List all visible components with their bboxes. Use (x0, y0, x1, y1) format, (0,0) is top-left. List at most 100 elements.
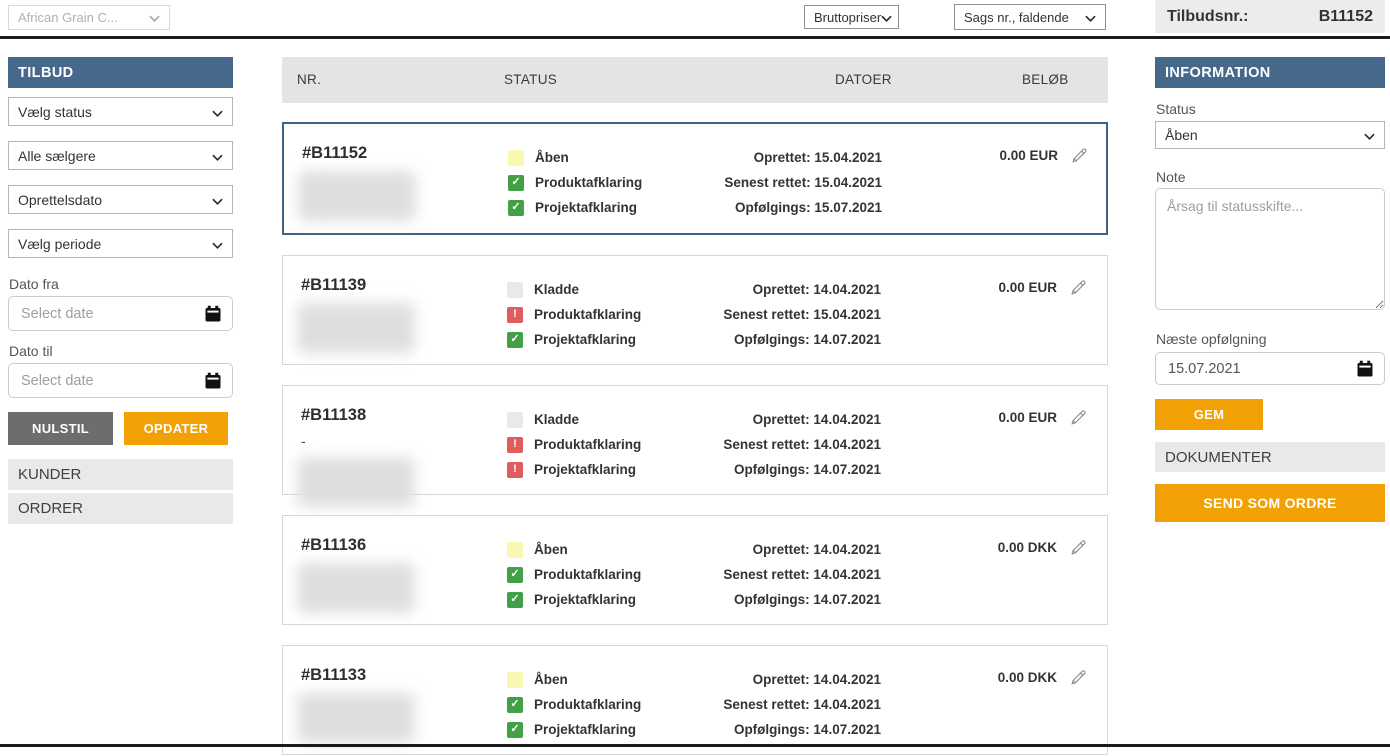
status-yellow-icon (507, 541, 523, 558)
send-as-order-button[interactable]: SEND SOM ORDRE (1155, 484, 1385, 522)
edit-pencil-icon[interactable] (1069, 538, 1088, 557)
customer-name-redacted (297, 303, 415, 353)
sort-select[interactable]: Sags nr., faldende (954, 4, 1106, 30)
date-line: Oprettet: 14.04.2021 (752, 542, 881, 557)
chevron-down-icon (212, 192, 223, 208)
documents-label: DOKUMENTER (1165, 448, 1272, 466)
save-button[interactable]: GEM (1155, 399, 1263, 430)
tilbud-number: #B11138 (301, 406, 367, 424)
date-line: Opfølgings: 14.07.2021 (733, 332, 881, 347)
status-list: Åben ✓ Produktafklaring ✓ Projektafklaring (508, 145, 642, 220)
date-to-input[interactable] (9, 364, 232, 397)
chevron-down-icon (881, 10, 892, 25)
row-left-column: #B11138 - (297, 406, 415, 507)
price-mode-value: Bruttopriser (814, 9, 882, 25)
company-select[interactable]: African Grain C... (8, 5, 170, 30)
date-line: Oprettet: 15.04.2021 (753, 150, 882, 165)
status-yellow-icon (508, 149, 524, 166)
tilbud-list: #B11152 Åben ✓ Produktafklaring ✓ Projektafk… (282, 122, 1108, 755)
followup-input[interactable] (1156, 353, 1384, 384)
sort-select-value: Sags nr., faldende (964, 9, 1069, 25)
status-line: ✓ Projektafklaring (507, 717, 641, 742)
row-left-column: #B11139 (297, 276, 415, 353)
date-line: Oprettet: 14.04.2021 (752, 412, 881, 427)
tilbud-row[interactable]: #B11152 Åben ✓ Produktafklaring ✓ Projektafk… (282, 122, 1108, 235)
status-label: Kladde (534, 412, 580, 427)
chevron-down-icon (212, 148, 223, 164)
date-line: Senest rettet: 14.04.2021 (723, 697, 881, 712)
documents-section[interactable]: DOKUMENTER (1155, 442, 1385, 472)
sidebar-title-label: TILBUD (18, 64, 74, 81)
amount: 0.00 EUR (998, 280, 1057, 295)
filter-seller-select[interactable]: Alle sælgere (8, 141, 233, 170)
tilbud-row[interactable]: #B11133 Åben ✓ Produktafklaring ✓ Projektafk… (282, 645, 1108, 755)
note-label: Note (1156, 169, 1186, 185)
status-yellow-icon (507, 671, 523, 688)
status-ok-icon: ✓ (507, 721, 523, 738)
tilbud-list-column: NR. STATUS DATOER BELØB #B11152 Åben ✓ Pro… (282, 57, 1108, 756)
status-ok-icon: ✓ (507, 696, 523, 713)
tilbud-row[interactable]: #B11138 - Kladde! Produktafklaring! Projek… (282, 385, 1108, 507)
status-list: Åben ✓ Produktafklaring ✓ Projektafklaring (507, 537, 641, 612)
dates-list: Oprettet: 14.04.2021 Senest rettet: 14.04… (613, 537, 881, 612)
price-mode-select[interactable]: Bruttopriser (804, 5, 899, 29)
infopanel-title: INFORMATION (1155, 57, 1385, 88)
calendar-icon[interactable] (204, 372, 222, 390)
filter-datetype-select[interactable]: Oprettelsdato (8, 185, 233, 214)
column-datoer: DATOER (835, 72, 892, 87)
tilbud-row[interactable]: #B11139 Kladde! Produktafklaring ✓ Projekta… (282, 255, 1108, 365)
status-label: Projektafklaring (535, 200, 638, 215)
status-gray-icon (507, 281, 523, 298)
row-left-column: #B11136 (297, 536, 415, 613)
filter-period-select[interactable]: Vælg periode (8, 229, 233, 258)
chevron-down-icon (212, 104, 223, 120)
date-from-input[interactable] (9, 297, 232, 330)
status-label: Projektafklaring (534, 722, 637, 737)
dates-list: Oprettet: 15.04.2021 Senest rettet: 15.04… (614, 145, 882, 220)
update-button[interactable]: OPDATER (124, 412, 228, 445)
edit-pencil-icon[interactable] (1069, 668, 1088, 687)
status-line: ✓ Projektafklaring (507, 587, 641, 612)
calendar-icon[interactable] (204, 305, 222, 323)
date-line: Oprettet: 14.04.2021 (752, 672, 881, 687)
status-line: ✓ Projektafklaring (507, 327, 641, 352)
customer-name-redacted (297, 693, 415, 743)
tilbud-row[interactable]: #B11136 Åben ✓ Produktafklaring ✓ Projektafk… (282, 515, 1108, 625)
sidebar-item-kunder[interactable]: KUNDER (8, 459, 233, 490)
chevron-down-icon (1364, 127, 1375, 143)
column-nr: NR. (297, 72, 322, 87)
chevron-down-icon (1085, 10, 1096, 25)
edit-pencil-icon[interactable] (1070, 146, 1089, 165)
reset-button[interactable]: NULSTIL (8, 412, 113, 445)
amount: 0.00 DKK (997, 670, 1057, 685)
status-label: Åben (535, 150, 569, 165)
edit-pencil-icon[interactable] (1069, 278, 1088, 297)
tilbudsnr-display: Tilbudsnr.: B11152 (1155, 0, 1385, 33)
filter-status-value: Vælg status (18, 103, 92, 120)
edit-pencil-icon[interactable] (1069, 408, 1088, 427)
status-line: ✓ Projektafklaring (508, 195, 642, 220)
followup-label: Næste opfølgning (1156, 331, 1267, 347)
filter-seller-value: Alle sælgere (18, 147, 96, 164)
status-label: Produktafklaring (534, 567, 642, 582)
top-divider (0, 36, 1390, 39)
date-line: Senest rettet: 14.04.2021 (723, 437, 881, 452)
status-select[interactable]: Åben (1155, 121, 1385, 149)
status-list: Åben ✓ Produktafklaring ✓ Projektafklaring (507, 667, 641, 742)
date-line: Opfølgings: 14.07.2021 (733, 462, 881, 477)
chevron-down-icon (149, 10, 160, 25)
note-textarea[interactable] (1155, 188, 1385, 310)
sidebar-item-ordrer[interactable]: ORDRER (8, 493, 233, 524)
status-label: Projektafklaring (534, 332, 637, 347)
date-from-label: Dato fra (9, 276, 59, 292)
status-line: ✓ Produktafklaring (507, 562, 641, 587)
status-label: Projektafklaring (534, 592, 637, 607)
status-error-icon: ! (507, 436, 523, 453)
date-to-label: Dato til (9, 343, 53, 359)
row-left-column: #B11152 (298, 144, 416, 221)
filter-status-select[interactable]: Vælg status (8, 97, 233, 126)
company-select-value: African Grain C... (18, 10, 118, 25)
calendar-icon[interactable] (1356, 360, 1374, 378)
date-to-field (8, 363, 233, 398)
